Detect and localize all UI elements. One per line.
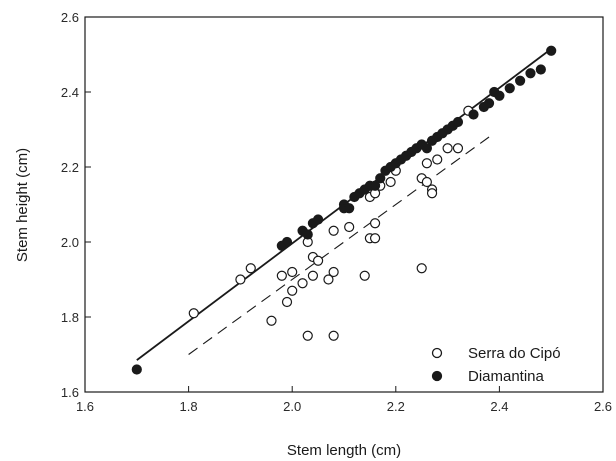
data-point <box>432 154 443 165</box>
data-point <box>421 158 432 169</box>
data-point <box>359 270 370 281</box>
fit-line-serra-do-cipo <box>188 136 490 355</box>
data-point <box>297 278 308 289</box>
x-tick-label: 2.2 <box>387 399 405 414</box>
data-point <box>385 176 396 188</box>
y-tick-label: 2.4 <box>61 85 79 100</box>
data-point <box>369 218 381 229</box>
data-point <box>494 90 505 101</box>
data-point <box>504 83 515 94</box>
data-point <box>302 229 313 240</box>
data-point <box>421 176 432 188</box>
x-tick-label: 2.0 <box>283 399 301 414</box>
data-point <box>131 364 142 375</box>
x-tick-label: 1.8 <box>180 399 198 414</box>
y-tick-label: 1.8 <box>61 310 79 325</box>
data-point <box>535 64 546 75</box>
data-point <box>235 274 246 285</box>
series-diamantina <box>131 45 557 375</box>
data-point <box>328 266 339 278</box>
data-point <box>452 116 464 128</box>
data-point <box>344 221 355 233</box>
data-point <box>328 330 339 341</box>
y-axis-title: Stem height (cm) <box>14 148 31 262</box>
legend-marker-diamantina <box>431 370 443 382</box>
data-point <box>313 255 324 266</box>
data-point <box>369 233 381 244</box>
plot-frame <box>84 16 604 393</box>
legend-marker-serra-do-cipo <box>431 347 443 359</box>
data-point <box>369 180 381 191</box>
data-point <box>281 296 293 308</box>
data-point <box>452 143 464 154</box>
legend-label-diamantina: Diamantina <box>468 368 545 385</box>
data-point <box>546 45 557 56</box>
data-point <box>525 68 536 79</box>
data-point <box>323 274 334 285</box>
axis-ticks: 1.6 1.8 2.0 2.2 2.4 2.6 1.6 1.8 2.0 2.2 2.4 2.6 <box>61 10 612 414</box>
y-tick-label: 2.6 <box>61 10 79 25</box>
x-axis-title: Stem length (cm) <box>287 442 401 459</box>
data-point <box>287 266 298 278</box>
x-tick-label: 2.6 <box>594 399 612 414</box>
data-point <box>287 285 298 296</box>
x-tick-label: 2.4 <box>490 399 508 414</box>
data-point <box>344 203 355 214</box>
data-point <box>307 270 319 281</box>
data-point <box>515 75 526 86</box>
data-point <box>313 214 324 225</box>
data-point <box>416 263 427 274</box>
data-point <box>281 236 293 248</box>
data-point <box>426 188 438 199</box>
data-point <box>442 143 453 154</box>
data-point <box>245 263 256 274</box>
data-point <box>276 270 287 281</box>
data-point <box>266 315 277 326</box>
y-tick-label: 2.0 <box>61 235 79 250</box>
legend-label-serra-do-cipo: Serra do Cipó <box>468 345 561 362</box>
data-point <box>328 225 339 236</box>
data-point <box>421 143 432 154</box>
data-points <box>131 45 557 375</box>
data-point <box>468 109 479 120</box>
data-point <box>483 98 495 109</box>
y-tick-label: 2.2 <box>61 160 79 175</box>
data-point <box>302 330 313 341</box>
data-point <box>188 308 199 319</box>
y-tick-label: 1.6 <box>61 385 79 400</box>
data-point <box>375 173 386 184</box>
x-tick-label: 1.6 <box>76 399 94 414</box>
legend: Serra do Cipó Diamantina <box>431 345 561 385</box>
